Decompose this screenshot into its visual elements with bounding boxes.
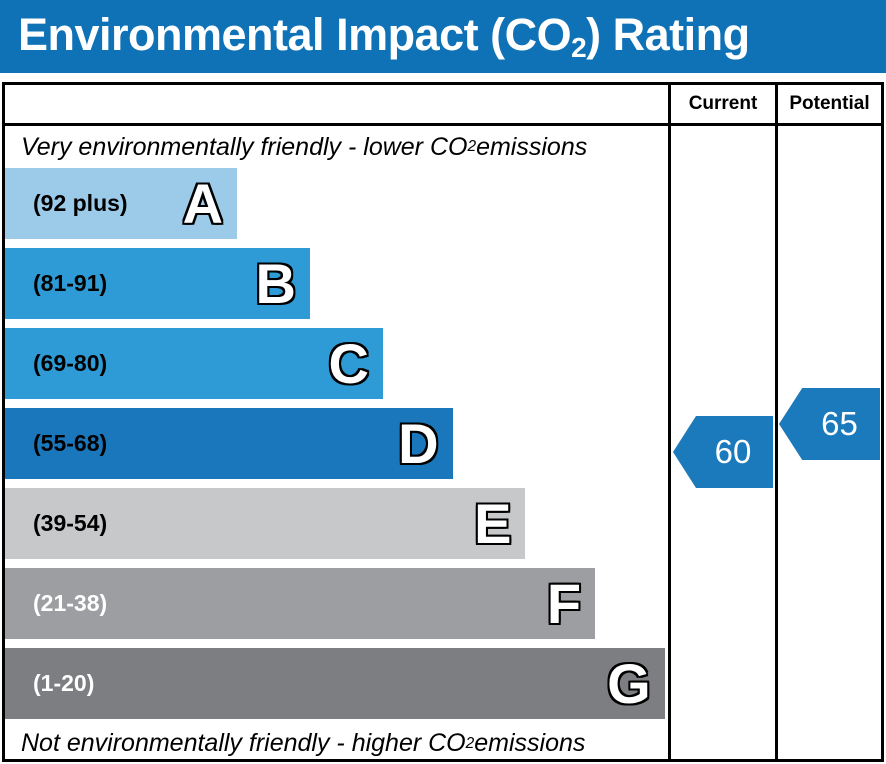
band-letter: A: [181, 171, 224, 235]
top-note-text: Very environmentally friendly - lower CO: [21, 132, 468, 161]
current-rating-value: 60: [714, 433, 752, 470]
table-body-row: Very environmentally friendly - lower CO…: [5, 126, 881, 759]
top-note-suffix: emissions: [476, 132, 588, 161]
band-bar-G: (1-20) G: [5, 648, 665, 719]
band-range-label: (21-38): [33, 590, 108, 616]
band-row-F: (21-38) F: [5, 568, 668, 639]
band-bar-E: (39-54) E: [5, 488, 526, 559]
current-column-header: Current: [688, 93, 758, 114]
band-bar-D: (55-68) D: [5, 408, 453, 479]
bottom-note: Not environmentally friendly - higher CO…: [5, 728, 668, 759]
potential-rating-value: 65: [821, 405, 858, 442]
header-cell-potential: Potential: [775, 85, 881, 123]
band-range-label: (1-20): [33, 670, 95, 696]
band-bar-A: (92 plus) A: [5, 168, 238, 239]
current-rating-column: 60: [668, 126, 775, 759]
top-note-subscript: 2: [467, 138, 477, 155]
band-letter: G: [606, 651, 652, 715]
top-note: Very environmentally friendly - lower CO…: [5, 126, 668, 168]
rating-table: Current Potential Very environmentally f…: [2, 82, 884, 762]
band-letter: C: [327, 331, 370, 395]
page-title: Environmental Impact (CO2) Rating: [18, 9, 750, 64]
band-range-label: (81-91): [33, 270, 108, 296]
band-letter: D: [397, 411, 440, 475]
band-row-C: (69-80) C: [5, 328, 668, 399]
page-title-suffix: ) Rating: [586, 9, 750, 61]
potential-rating-arrow: 65: [779, 388, 880, 460]
band-row-D: (55-68) D: [5, 408, 668, 479]
band-range-label: (92 plus): [33, 190, 128, 216]
band-range-label: (55-68): [33, 430, 108, 456]
band-row-A: (92 plus) A: [5, 168, 668, 239]
band-letter: F: [546, 571, 583, 635]
header-cell-bands: [5, 85, 668, 123]
band-range-label: (69-80): [33, 350, 108, 376]
page-title-text: Environmental Impact (CO: [18, 9, 572, 61]
band-list: (92 plus) A (81-91) B (69-80) C (55-68) D (39-54…: [5, 168, 668, 728]
band-row-G: (1-20) G: [5, 648, 668, 719]
band-letter: B: [254, 251, 297, 315]
band-letter: E: [473, 491, 513, 555]
bottom-note-text: Not environmentally friendly - higher CO: [21, 729, 466, 757]
band-bar-F: (21-38) F: [5, 568, 596, 639]
bands-column: Very environmentally friendly - lower CO…: [5, 126, 668, 759]
potential-column-header: Potential: [789, 93, 870, 114]
bottom-note-subscript: 2: [465, 734, 475, 752]
current-rating-arrow: 60: [673, 416, 773, 488]
band-bar-B: (81-91) B: [5, 248, 310, 319]
page-title-subscript: 2: [571, 31, 587, 63]
potential-rating-column: 65: [775, 126, 881, 759]
band-range-label: (39-54): [33, 510, 108, 536]
chart-title-bar: Environmental Impact (CO2) Rating: [0, 0, 886, 73]
bottom-note-suffix: emissions: [474, 729, 586, 757]
band-row-B: (81-91) B: [5, 248, 668, 319]
table-header-row: Current Potential: [5, 85, 881, 126]
band-bar-C: (69-80) C: [5, 328, 383, 399]
header-cell-current: Current: [668, 85, 775, 123]
band-row-E: (39-54) E: [5, 488, 668, 559]
